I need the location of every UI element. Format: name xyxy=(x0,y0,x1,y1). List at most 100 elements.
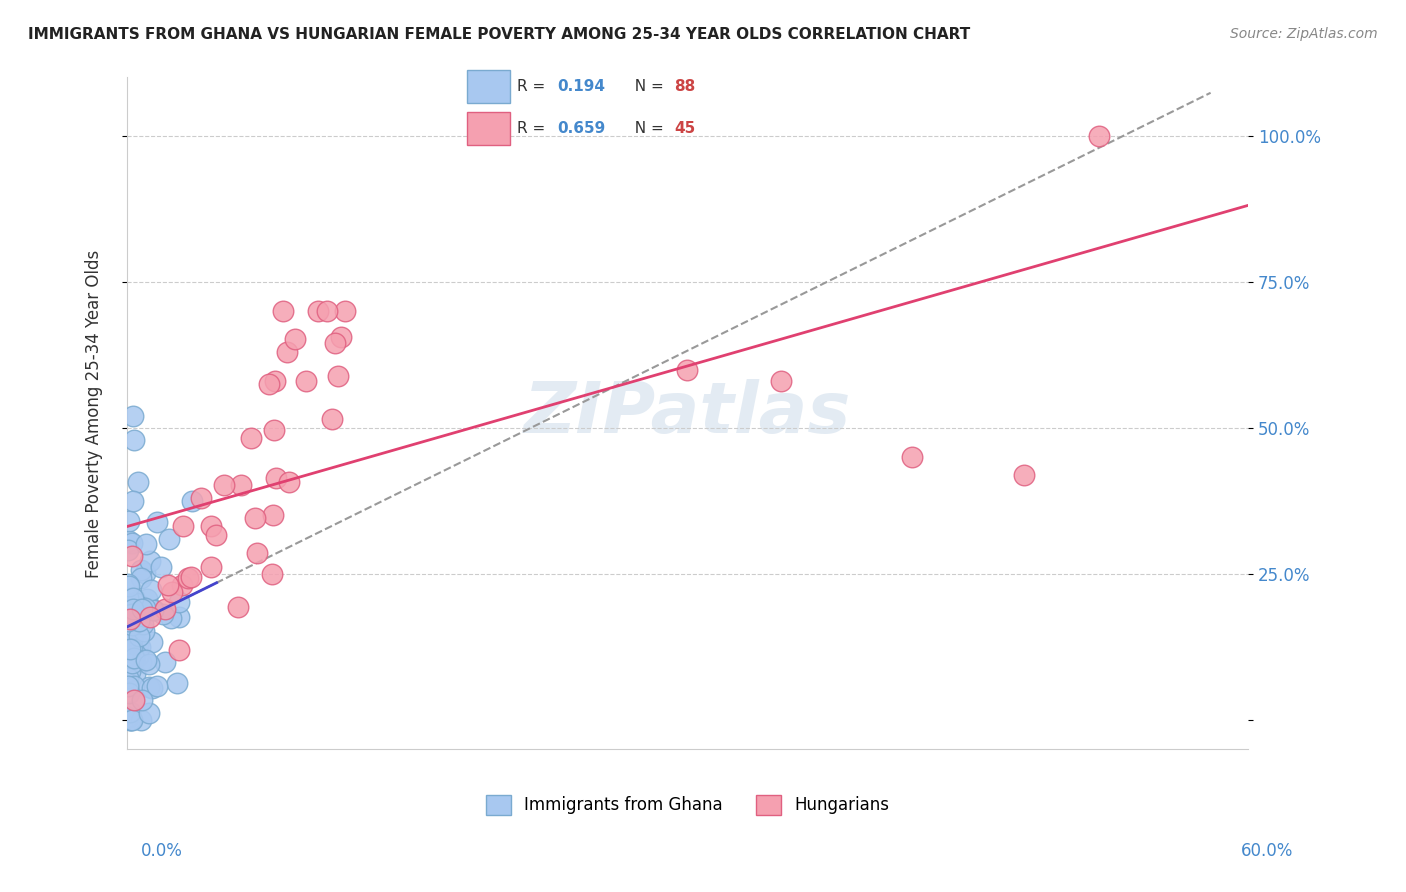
Point xyxy=(121,601,143,615)
Point xyxy=(153,655,176,669)
Point xyxy=(118,579,141,593)
Point xyxy=(129,571,152,585)
Point xyxy=(118,605,141,619)
Point xyxy=(117,607,139,622)
Point xyxy=(1012,467,1035,482)
Point xyxy=(120,713,142,727)
Point xyxy=(118,612,141,626)
Point xyxy=(117,577,139,591)
Point xyxy=(122,591,145,606)
FancyBboxPatch shape xyxy=(467,70,510,103)
Point xyxy=(212,478,235,492)
Point xyxy=(117,620,139,634)
Point xyxy=(121,493,143,508)
Point xyxy=(135,591,157,606)
Point xyxy=(177,571,200,585)
Point xyxy=(316,304,339,318)
Point xyxy=(141,681,163,696)
Point xyxy=(229,478,252,492)
Point xyxy=(118,514,141,528)
Point xyxy=(135,653,157,667)
Point xyxy=(323,335,346,350)
Point xyxy=(127,648,149,663)
Point xyxy=(120,706,142,720)
Point xyxy=(121,535,143,549)
Point xyxy=(142,603,165,617)
Point xyxy=(117,710,139,724)
Point xyxy=(129,640,152,654)
Point xyxy=(122,692,145,706)
Point xyxy=(138,610,160,624)
Point xyxy=(131,602,153,616)
Point xyxy=(138,680,160,694)
Point xyxy=(134,624,156,638)
Text: Source: ZipAtlas.com: Source: ZipAtlas.com xyxy=(1230,27,1378,41)
Point xyxy=(200,519,222,533)
Point xyxy=(117,679,139,693)
Point xyxy=(157,533,180,547)
Point xyxy=(257,377,280,392)
Point xyxy=(122,679,145,693)
Text: ZIPatlas: ZIPatlas xyxy=(524,379,851,448)
Point xyxy=(676,362,699,376)
Point xyxy=(152,607,174,622)
Point xyxy=(264,374,287,388)
Point xyxy=(117,624,139,639)
Point xyxy=(117,614,139,628)
Point xyxy=(153,602,176,616)
Point xyxy=(131,693,153,707)
Point xyxy=(243,510,266,524)
Point xyxy=(124,667,146,681)
Point xyxy=(172,518,194,533)
Point xyxy=(117,591,139,605)
Point xyxy=(294,374,316,388)
Point xyxy=(124,597,146,611)
Point xyxy=(132,616,155,631)
Point xyxy=(326,369,349,384)
Point xyxy=(121,618,143,632)
Point xyxy=(180,570,202,584)
Point xyxy=(121,651,143,665)
Point xyxy=(127,638,149,652)
Point xyxy=(129,655,152,669)
Text: N =: N = xyxy=(624,121,668,136)
Text: 0.659: 0.659 xyxy=(557,121,605,136)
Point xyxy=(127,475,149,489)
Point xyxy=(122,591,145,606)
Point xyxy=(118,608,141,623)
Point xyxy=(128,614,150,628)
Point xyxy=(271,304,294,318)
Point xyxy=(769,374,792,388)
Point xyxy=(141,634,163,648)
Point xyxy=(117,627,139,641)
Point xyxy=(205,528,228,542)
Point xyxy=(239,431,262,445)
Point xyxy=(127,608,149,623)
Point xyxy=(121,653,143,667)
Point xyxy=(128,629,150,643)
Point xyxy=(118,636,141,650)
Point xyxy=(169,610,191,624)
Text: IMMIGRANTS FROM GHANA VS HUNGARIAN FEMALE POVERTY AMONG 25-34 YEAR OLDS CORRELAT: IMMIGRANTS FROM GHANA VS HUNGARIAN FEMAL… xyxy=(28,27,970,42)
Point xyxy=(329,330,352,344)
Point xyxy=(278,475,301,490)
Point xyxy=(167,594,190,608)
Point xyxy=(122,606,145,620)
Point xyxy=(134,600,156,615)
Text: R =: R = xyxy=(516,79,550,94)
Point xyxy=(321,411,343,425)
Point xyxy=(121,656,143,670)
Text: 0.194: 0.194 xyxy=(557,79,605,94)
Point xyxy=(145,679,167,693)
Point xyxy=(129,563,152,577)
Point xyxy=(180,494,202,508)
Point xyxy=(117,672,139,686)
Point xyxy=(120,642,142,657)
Point xyxy=(246,546,269,560)
Point xyxy=(262,508,284,522)
Point xyxy=(266,471,288,485)
Point xyxy=(121,549,143,563)
FancyBboxPatch shape xyxy=(467,112,510,145)
Point xyxy=(160,585,183,599)
Text: 0.0%: 0.0% xyxy=(141,842,183,860)
